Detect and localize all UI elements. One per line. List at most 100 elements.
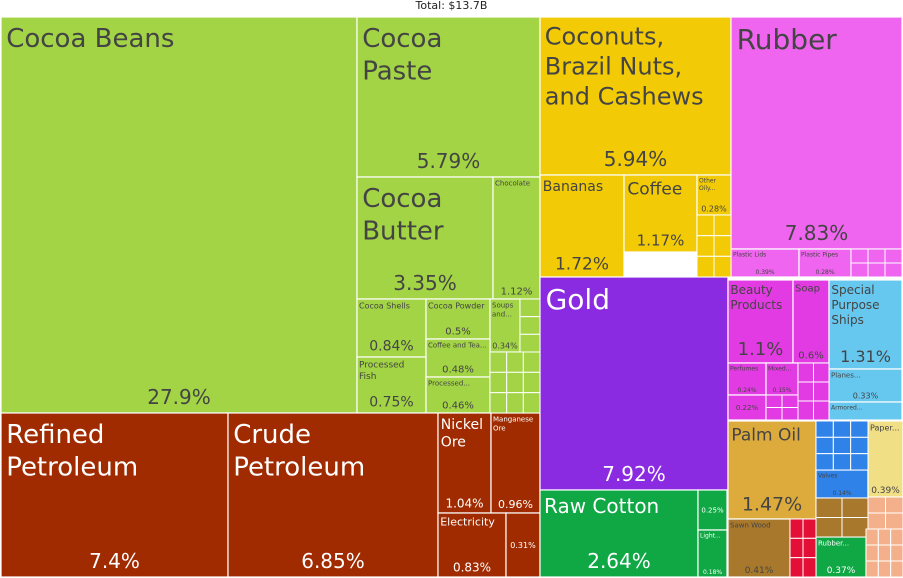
treemap-minor-cell: [489, 351, 508, 373]
treemap-cell-raw-cotton: Raw Cotton 2.64%: [539, 489, 699, 578]
treemap-value-cocoa-butter: 3.35%: [393, 271, 457, 295]
treemap-cell-plastic-lids: Plastic Lids 0.39%: [730, 248, 800, 278]
treemap-cell-armored: Armored...: [828, 401, 903, 421]
treemap-minor-cell: [850, 248, 869, 264]
treemap-rect-soap: [792, 279, 830, 364]
treemap-label-palm-oil: Palm Oil: [731, 426, 800, 446]
treemap-minor-cell: [841, 517, 869, 538]
treemap-minor-cell: [815, 436, 834, 455]
treemap-label-soups-and-line-2: and...: [492, 310, 512, 318]
treemap-minor-group-10: [867, 496, 903, 530]
treemap-label-nickel-ore-line-2: Ore: [441, 435, 466, 451]
treemap-minor-cell: [506, 371, 524, 394]
treemap-cell-sawn-wood: Sawn Wood 0.41%: [727, 518, 791, 578]
treemap-label-coffee-and-tea: Coffee and Tea...: [428, 342, 487, 350]
treemap-minor-cell: [832, 420, 852, 438]
treemap-cell-rubber: Rubber 7.83%: [730, 16, 903, 250]
treemap-cell-cell-25: 0.25%: [697, 489, 728, 531]
treemap-label-soups-and-line-1: Soups: [492, 302, 514, 310]
treemap-label-cocoa-powder: Cocoa Powder: [428, 302, 485, 311]
treemap-minor-cell: [522, 351, 541, 373]
treemap-value-gold: 7.92%: [602, 462, 666, 486]
treemap-rect-cocoa-butter: [356, 176, 494, 300]
treemap-label-coconuts-brazil-nuts-and-cashews-line-2: Brazil Nuts,: [545, 53, 682, 81]
treemap-value-cocoa-shells: 0.84%: [369, 339, 413, 355]
treemap-cell-planes: Planes... 0.33%: [828, 368, 903, 403]
chart-title: Total: $13.7B: [415, 0, 488, 12]
treemap-value-raw-cotton: 2.64%: [587, 549, 651, 573]
treemap-label-rubber: Rubber: [737, 23, 838, 56]
treemap-label-rubber: Rubber...: [818, 540, 849, 548]
treemap-value-cocoa-beans: 27.9%: [147, 385, 211, 409]
treemap-minor-cell: [802, 518, 817, 539]
treemap-label-cocoa-shells: Cocoa Shells: [359, 302, 410, 311]
treemap-value-cocoa-powder: 0.5%: [445, 327, 470, 338]
treemap-value-cell-15: 0.31%: [510, 541, 536, 550]
treemap-minor-cell: [797, 362, 814, 383]
treemap-cell-cocoa-beans: Cocoa Beans 27.9%: [0, 16, 358, 414]
treemap-minor-cell: [489, 371, 508, 394]
treemap-minor-cell: [802, 557, 817, 578]
treemap-label-planes: Planes...: [831, 372, 861, 380]
treemap-rect-crude-petroleum: [227, 412, 439, 578]
treemap-minor-cell: [813, 381, 830, 402]
treemap-minor-cell: [865, 544, 879, 562]
treemap-minor-cell: [813, 400, 830, 421]
treemap-minor-cell: [890, 528, 903, 546]
treemap-value-processed-fish: 0.75%: [369, 395, 413, 411]
treemap-minor-cell: [506, 392, 524, 414]
treemap-value-sawn-wood: 0.41%: [745, 566, 774, 576]
treemap-rect-cell-25: [697, 489, 728, 531]
treemap-minor-cell: [832, 453, 852, 471]
treemap-cell-soap: Soap 0.6%: [792, 279, 830, 364]
treemap-label-other-oily-line-2: Oily...: [699, 185, 716, 192]
treemap-minor-cell: [867, 512, 886, 530]
treemap-minor-cell: [867, 248, 886, 264]
treemap-label-cocoa-beans: Cocoa Beans: [6, 24, 174, 54]
treemap-minor-cell: [781, 407, 799, 421]
treemap-value-soap: 0.6%: [798, 351, 823, 362]
treemap-minor-cell: [865, 528, 879, 546]
treemap-minor-group-8: [815, 420, 869, 471]
treemap-label-beauty-products-line-2: Products: [730, 298, 782, 312]
treemap-minor-cell: [789, 518, 804, 539]
treemap-value-light: 0.18%: [703, 569, 722, 576]
treemap-cell-palm-oil: Palm Oil 1.47%: [727, 420, 817, 520]
treemap-minor-cell: [850, 420, 869, 438]
treemap-minor-group-11: [789, 518, 817, 578]
treemap-label-processed-fish-line-2: Fish: [359, 372, 376, 382]
treemap-minor-cell: [797, 400, 814, 421]
treemap-label-sawn-wood: Sawn Wood: [730, 522, 771, 530]
treemap-label-chocolate: Chocolate: [495, 180, 530, 188]
treemap-minor-group-5: [850, 248, 903, 278]
treemap-minor-cell: [865, 560, 879, 578]
treemap-minor-cell: [522, 371, 541, 394]
treemap-minor-cell: [802, 537, 817, 559]
treemap-value-manganese-ore: 0.96%: [498, 498, 533, 511]
treemap-label-processed: Processed...: [428, 380, 470, 388]
treemap-minor-cell: [797, 381, 814, 402]
treemap-label-refined-petroleum-line-2: Petroleum: [6, 452, 138, 482]
treemap-minor-group-7: [765, 394, 799, 421]
treemap-minor-group-2: [489, 351, 541, 414]
treemap-minor-cell: [813, 362, 830, 383]
treemap-cell-mixed: Mixed... 0.15%: [765, 362, 799, 396]
treemap-value-plastic-pipes: 0.28%: [815, 269, 834, 276]
treemap-minor-cell: [713, 214, 732, 237]
treemap-rect-other-oily: [696, 174, 732, 216]
treemap-label-soap: Soap: [795, 284, 820, 295]
treemap-minor-cell: [789, 537, 804, 559]
treemap-rect-coffee: [623, 174, 698, 253]
treemap-label-cocoa-paste-line-2: Paste: [362, 56, 432, 86]
treemap-minor-group-4: [696, 214, 732, 278]
treemap-cell-bananas: Bananas 1.72%: [539, 174, 625, 278]
treemap-label-crude-petroleum-line-2: Petroleum: [233, 452, 365, 482]
treemap-cell-electricity: Electricity 0.83%: [437, 512, 507, 578]
treemap-rect-cocoa-paste: [356, 16, 541, 178]
treemap-label-special-purpose-ships-line-1: Special: [831, 283, 874, 297]
